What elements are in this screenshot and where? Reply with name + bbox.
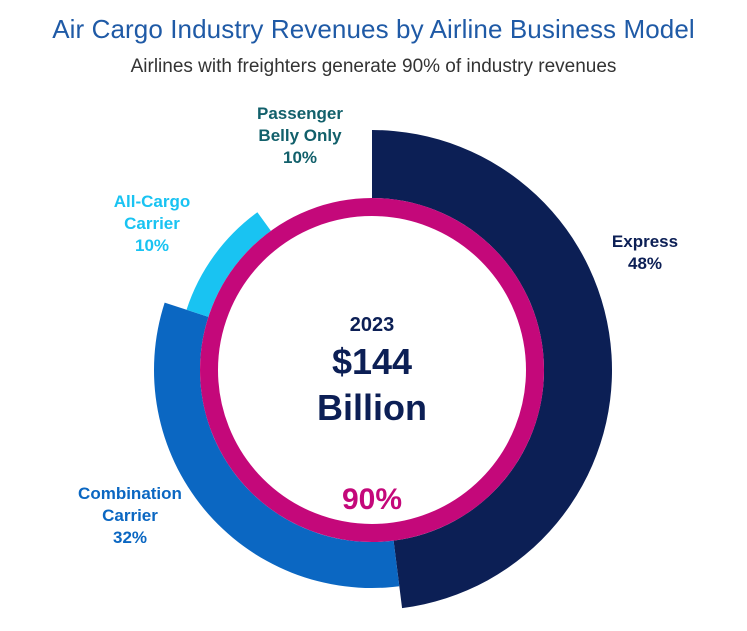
chart-title: Air Cargo Industry Revenues by Airline B… [52,14,695,44]
label-combination-carrier: Combination Carrier 32% [78,484,182,547]
segment-express [372,130,613,609]
label-passenger-belly-only: Passenger Belly Only 10% [257,104,343,167]
inner-ring-90 [200,198,544,542]
chart-subtitle: Airlines with freighters generate 90% of… [130,56,617,77]
label-all-cargo-carrier: All-Cargo Carrier 10% [114,192,191,255]
label-express: Express 48% [612,232,678,273]
center-year: 2023 [350,314,395,336]
center-unit: Billion [317,387,427,428]
segment-all-cargo-carrier [186,212,271,317]
donut-segments [154,130,613,609]
inner-ring-label: 90% [342,483,402,516]
segment-combination-carrier [154,302,400,588]
center-amount: $144 [332,341,412,382]
segment-labels: Express 48% Combination Carrier 32% All-Cargo… [78,104,678,547]
